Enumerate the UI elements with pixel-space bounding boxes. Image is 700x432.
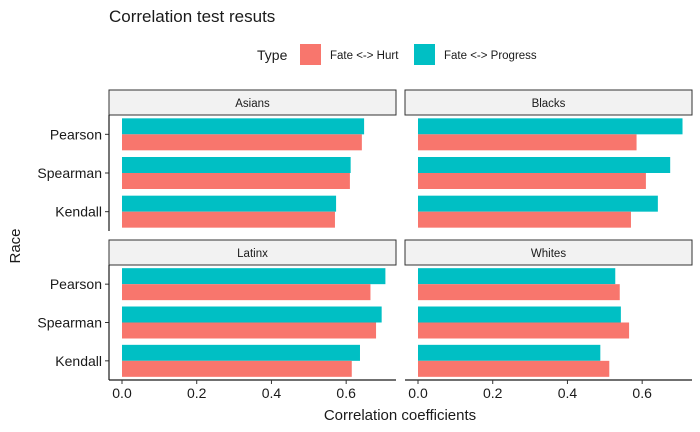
bar-progress — [122, 195, 337, 212]
bar-hurt — [122, 173, 350, 189]
legend-swatch-progress — [414, 44, 435, 65]
bar-hurt — [418, 173, 646, 189]
y-category-label: Pearson — [50, 126, 102, 142]
x-tick-label: 0.6 — [632, 385, 652, 401]
facet-strip — [108, 89, 397, 116]
bar-progress — [122, 157, 351, 173]
bar-hurt — [122, 134, 362, 151]
bar-hurt — [418, 134, 637, 151]
y-category-label: Spearman — [37, 315, 102, 331]
bar-hurt — [122, 211, 335, 228]
legend-swatch-hurt — [300, 44, 321, 65]
y-category-label: Pearson — [50, 276, 102, 292]
x-tick-label: 0.4 — [558, 385, 578, 401]
x-tick-label: 0.0 — [112, 385, 132, 401]
bar-progress — [122, 344, 360, 361]
x-axis-title: Correlation coefficients — [324, 407, 476, 424]
chart-title: Correlation test resuts — [109, 7, 275, 26]
x-tick-label: 0.2 — [483, 385, 503, 401]
bar-hurt — [418, 211, 631, 228]
facet-strip — [108, 239, 397, 266]
facet-panels: Asians Pearson Spearman Kendall Blacks Latinx… — [37, 89, 693, 401]
y-category-label: Spearman — [37, 165, 102, 181]
bar-hurt — [418, 284, 620, 301]
bar-progress — [418, 157, 671, 173]
bar-progress — [122, 118, 365, 135]
y-category-label: Kendall — [55, 353, 102, 369]
facet-strip — [404, 89, 693, 116]
bar-progress — [418, 195, 658, 212]
bar-hurt — [418, 322, 630, 339]
facet-strip-label: Asians — [235, 98, 270, 110]
facet-panel: Blacks — [404, 89, 693, 228]
bar-hurt — [122, 360, 352, 377]
bar-progress — [418, 306, 621, 323]
bar-hurt — [122, 284, 371, 301]
legend-title: Type — [257, 47, 288, 63]
bar-progress — [418, 344, 601, 361]
x-tick-label: 0.0 — [408, 385, 428, 401]
y-axis-title: Race — [7, 228, 24, 263]
y-category-label: Kendall — [55, 204, 102, 220]
facet-strip-label: Whites — [531, 248, 566, 260]
facet-strip-label: Latinx — [237, 248, 268, 260]
facet-panel: Latinx Pearson Spearman Kendall 0.0 0.2 0.4 0.6 — [37, 239, 397, 401]
bar-progress — [122, 306, 382, 323]
x-tick-label: 0.2 — [187, 385, 207, 401]
bar-progress — [418, 268, 616, 285]
x-tick-label: 0.4 — [262, 385, 282, 401]
bar-hurt — [122, 322, 377, 339]
bar-progress — [418, 118, 683, 135]
facet-strip — [404, 239, 693, 266]
legend-label-progress: Fate <-> Progress — [444, 50, 537, 62]
bar-progress — [122, 268, 386, 285]
facet-panel: Asians Pearson Spearman Kendall — [37, 89, 397, 231]
x-tick-label: 0.6 — [336, 385, 356, 401]
facet-strip-label: Blacks — [532, 98, 566, 110]
bar-hurt — [418, 360, 610, 377]
facet-panel: Whites 0.0 0.2 0.4 0.6 — [404, 239, 693, 401]
legend: Type Fate <-> Hurt Fate <-> Progress — [257, 44, 537, 65]
legend-label-hurt: Fate <-> Hurt — [330, 50, 399, 62]
